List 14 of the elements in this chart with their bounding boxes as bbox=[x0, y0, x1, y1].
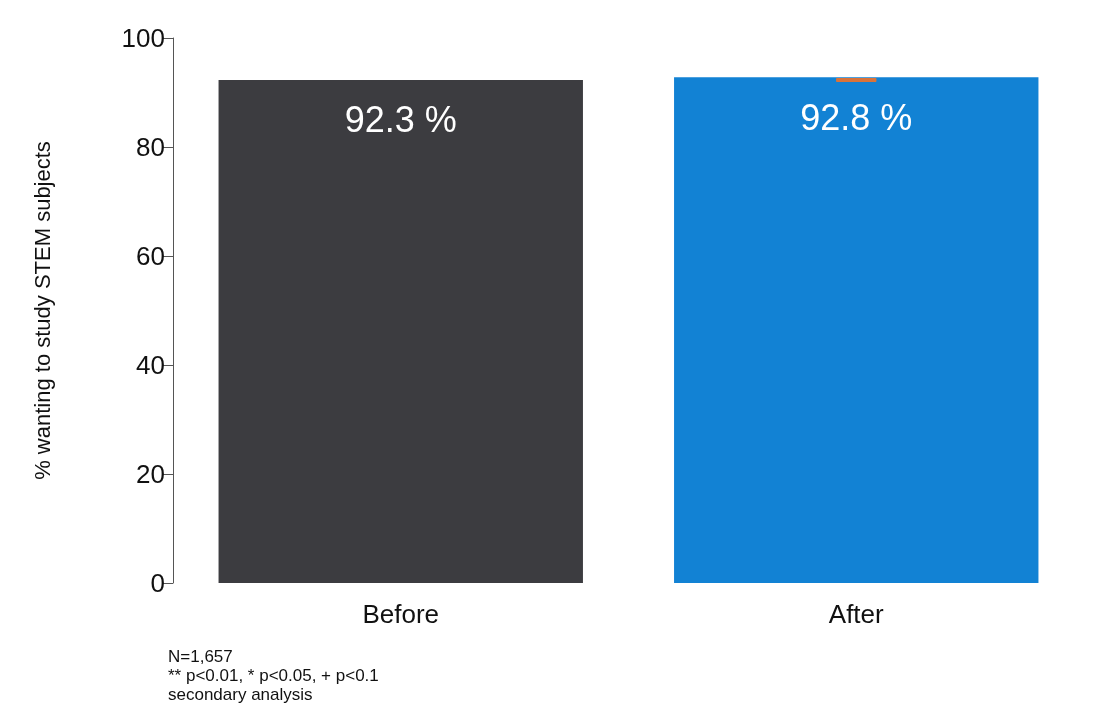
data-label: 92.3 % bbox=[344, 99, 457, 141]
x-tick-label: After bbox=[828, 599, 885, 629]
y-tick-label: 40 bbox=[136, 350, 165, 380]
y-tick-label: 0 bbox=[150, 568, 165, 598]
text: ** p<0.01, * p<0.05, + p<0.1 bbox=[168, 666, 379, 685]
y-tick-label: 20 bbox=[136, 459, 165, 489]
y-tick-label: 100 bbox=[121, 23, 165, 53]
y-axis-title: % wanting to study STEM subjects bbox=[29, 141, 55, 480]
data-label: 92.8 % bbox=[800, 96, 913, 138]
x-tick-label: Before bbox=[362, 599, 440, 629]
text: N=1,657 bbox=[168, 647, 233, 666]
y-tick-label: 80 bbox=[136, 132, 165, 162]
text: secondary analysis bbox=[168, 685, 313, 704]
y-tick-label: 60 bbox=[136, 241, 165, 271]
